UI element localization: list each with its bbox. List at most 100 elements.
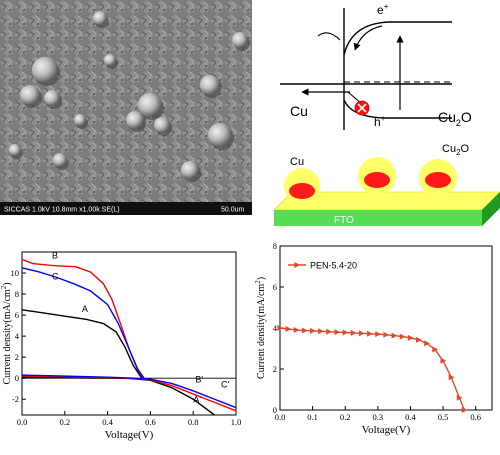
y-tick-label: 2 [15, 352, 19, 362]
y-tick-label: 6 [273, 282, 277, 292]
data-point [440, 357, 447, 364]
data-point [383, 331, 390, 338]
x-tick-label: 0.0 [17, 417, 28, 427]
data-point [448, 374, 455, 381]
y-axis-label: Current density(mA/cm2) [254, 277, 267, 379]
hole-sup: + [381, 114, 386, 123]
fto-label: FTO [334, 215, 354, 226]
data-point [391, 332, 398, 339]
data-point [375, 331, 382, 338]
x-tick-label: 0.3 [373, 412, 384, 422]
sem-particle [74, 114, 86, 126]
plot-frame [21, 251, 237, 416]
sem-particle [53, 153, 67, 167]
svg-text:e+: e+ [377, 2, 389, 17]
data-point [416, 336, 422, 343]
sem-particle [232, 32, 248, 48]
legend-label: PEN-5.4-20 [310, 261, 357, 271]
data-point [293, 327, 300, 334]
series-label: A [82, 304, 88, 314]
sem-micrograph: SICCAS 1.0kV 10.8mm x1.00k SE(L) 50.0um [0, 0, 252, 215]
electron-tail [317, 32, 341, 41]
electron-label: e [377, 3, 384, 17]
data-point [399, 333, 406, 340]
series-label: B [52, 250, 58, 260]
device-cu2o-label: Cu [442, 143, 456, 155]
y-axis-label: Current density(mA/cm2) [0, 282, 13, 384]
sem-particle [93, 11, 107, 25]
svg-text:Cu2O: Cu2O [438, 109, 472, 128]
electron-sup: + [384, 2, 389, 11]
cu-particle-2 [364, 172, 390, 188]
electron-arrow [353, 25, 383, 51]
cu-particle-1 [289, 183, 315, 199]
cu2o-label: Cu [438, 109, 456, 125]
svg-text:Cu2O: Cu2O [442, 143, 470, 157]
y-tick-label: 6 [15, 310, 19, 320]
series-label: A' [193, 394, 201, 404]
y-tick-label: 4 [273, 323, 278, 333]
sem-particle [138, 93, 162, 117]
y-tick-label: 2 [273, 364, 277, 374]
y-tick-label: 0 [15, 373, 19, 383]
conduction-band [343, 21, 452, 56]
data-point [350, 329, 357, 336]
x-tick-label: 0.6 [470, 412, 481, 422]
device-schematic: Cu Cu2O FTO [273, 143, 500, 226]
sem-particle [208, 123, 232, 147]
data-point [318, 328, 324, 335]
data-point [367, 330, 373, 337]
sem-particle [200, 75, 220, 95]
data-point [432, 346, 439, 353]
cu-particle-3 [425, 172, 451, 188]
legend-marker [294, 262, 301, 268]
series-line [21, 376, 216, 416]
data-point [334, 329, 341, 336]
x-tick-label: 0.2 [59, 417, 70, 427]
y-tick-label: 0 [273, 405, 277, 415]
data-point [358, 330, 365, 337]
plot-frame [279, 245, 493, 411]
x-axis-label: Voltage(V) [362, 424, 411, 436]
x-tick-label: 0.5 [438, 412, 449, 422]
data-point [424, 340, 430, 347]
sem-scale-label: 50.0um [221, 207, 245, 214]
data-point [310, 327, 316, 334]
series-line [21, 309, 143, 379]
series-line [21, 374, 237, 409]
series-line [279, 327, 465, 411]
x-tick-label: 0.0 [275, 412, 286, 422]
sem-particle [181, 161, 199, 179]
y-tick-label: -2 [12, 394, 19, 404]
sem-particle [154, 117, 170, 133]
data-point [407, 334, 414, 341]
band-diagram: e+ h+ Cu Cu2O [280, 2, 472, 130]
sem-particle [32, 57, 58, 83]
data-point [285, 326, 292, 333]
x-tick-label: 0.8 [188, 417, 199, 427]
series-label: B' [195, 374, 203, 384]
series-label: C' [221, 380, 229, 390]
x-tick-label: 1.0 [231, 417, 242, 427]
sem-particle [44, 90, 60, 106]
hole-label: h [374, 115, 381, 129]
series-label: C [52, 271, 59, 281]
series-line [21, 375, 237, 412]
data-point [342, 329, 349, 336]
x-tick-label: 0.4 [102, 417, 113, 427]
sem-texture [0, 0, 252, 215]
y-tick-label: 10 [11, 268, 20, 278]
y-tick-label: 8 [15, 289, 19, 299]
device-cu-label: Cu [290, 156, 304, 168]
sem-particle [9, 144, 21, 156]
data-point [326, 328, 333, 335]
series-line [21, 267, 145, 379]
sem-particles [9, 11, 250, 182]
data-point [301, 327, 308, 334]
sem-particle [126, 111, 144, 129]
x-tick-label: 0.6 [145, 417, 156, 427]
data-point [456, 394, 463, 401]
data-point [277, 325, 284, 331]
x-tick-label: 0.2 [340, 412, 351, 422]
x-axis-label: Voltage(V) [105, 429, 154, 441]
